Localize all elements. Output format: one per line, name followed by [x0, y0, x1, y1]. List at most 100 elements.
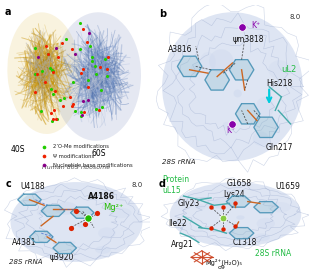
Point — [230, 122, 235, 126]
Point — [106, 55, 111, 60]
Point — [54, 46, 59, 50]
Text: G1658: G1658 — [226, 179, 251, 188]
Point — [102, 56, 107, 61]
Point — [51, 70, 56, 74]
Point — [71, 102, 76, 106]
Text: A4186: A4186 — [88, 192, 115, 200]
Point — [50, 92, 55, 96]
Polygon shape — [178, 56, 202, 76]
Point — [99, 105, 104, 109]
Ellipse shape — [268, 60, 291, 79]
Text: ψ3920: ψ3920 — [50, 253, 75, 262]
Ellipse shape — [54, 202, 78, 215]
Text: 60S: 60S — [91, 149, 105, 158]
Point — [208, 205, 213, 209]
Point — [80, 99, 85, 103]
Point — [64, 37, 69, 41]
Point — [62, 96, 67, 100]
Point — [50, 119, 55, 123]
Polygon shape — [236, 104, 260, 124]
Ellipse shape — [268, 202, 291, 212]
Text: Gln217: Gln217 — [266, 143, 294, 152]
Text: Mg²⁺: Mg²⁺ — [103, 203, 123, 212]
Point — [58, 98, 63, 102]
Point — [56, 55, 61, 60]
Point — [221, 227, 226, 232]
Point — [94, 107, 99, 111]
Point — [83, 222, 88, 226]
Ellipse shape — [37, 210, 46, 216]
Point — [86, 216, 91, 221]
Polygon shape — [205, 70, 229, 90]
Ellipse shape — [254, 233, 270, 241]
Point — [72, 52, 77, 56]
Ellipse shape — [256, 97, 274, 118]
Text: 8.0: 8.0 — [290, 14, 301, 20]
Point — [42, 154, 47, 158]
Point — [233, 224, 238, 228]
Text: Nucleotide base modifications: Nucleotide base modifications — [53, 163, 133, 168]
Point — [82, 109, 87, 114]
Ellipse shape — [233, 90, 242, 97]
Ellipse shape — [253, 132, 269, 146]
Ellipse shape — [10, 182, 142, 262]
Point — [32, 90, 37, 94]
Point — [208, 225, 213, 230]
Point — [85, 78, 90, 82]
Text: uL2: uL2 — [281, 65, 297, 74]
Polygon shape — [254, 201, 278, 213]
Text: A3816: A3816 — [168, 45, 193, 54]
Polygon shape — [226, 196, 251, 207]
Text: d: d — [159, 179, 166, 189]
Polygon shape — [229, 228, 254, 239]
Point — [68, 225, 73, 230]
Point — [86, 84, 91, 89]
Ellipse shape — [77, 223, 85, 228]
Text: ψm3818: ψm3818 — [232, 35, 264, 44]
Point — [221, 216, 226, 221]
Text: Arg21: Arg21 — [171, 240, 194, 249]
Ellipse shape — [170, 182, 301, 247]
Ellipse shape — [204, 198, 221, 209]
Point — [97, 108, 102, 112]
Polygon shape — [18, 194, 41, 205]
Point — [69, 103, 74, 108]
Point — [51, 69, 56, 73]
Point — [32, 46, 37, 50]
Point — [60, 104, 65, 108]
Point — [80, 27, 85, 31]
Point — [42, 145, 47, 149]
Ellipse shape — [223, 122, 232, 129]
Text: c: c — [6, 179, 12, 189]
Text: K⁺: K⁺ — [251, 21, 260, 30]
Point — [35, 72, 40, 77]
Point — [84, 40, 89, 44]
Point — [70, 79, 75, 84]
Point — [45, 52, 50, 57]
Point — [90, 55, 95, 59]
Point — [74, 209, 79, 213]
Point — [87, 31, 92, 35]
Point — [42, 80, 47, 84]
Point — [46, 52, 51, 56]
Text: Human 80S ribosome: Human 80S ribosome — [42, 165, 110, 170]
Ellipse shape — [95, 246, 111, 254]
Point — [105, 66, 110, 71]
Ellipse shape — [209, 49, 233, 73]
Point — [80, 67, 85, 71]
Text: 2’O-Me modifications: 2’O-Me modifications — [53, 144, 109, 149]
Ellipse shape — [236, 215, 245, 220]
Point — [85, 98, 90, 102]
Text: His218: His218 — [266, 79, 292, 88]
Ellipse shape — [226, 230, 235, 233]
Polygon shape — [53, 242, 76, 254]
Point — [93, 64, 98, 68]
Point — [98, 64, 103, 69]
Point — [99, 88, 104, 92]
Text: A4381: A4381 — [12, 238, 37, 247]
Text: 28S rRNA: 28S rRNA — [162, 159, 196, 165]
Point — [53, 117, 58, 121]
Point — [87, 44, 92, 48]
Text: b: b — [159, 9, 166, 19]
Ellipse shape — [110, 208, 132, 218]
